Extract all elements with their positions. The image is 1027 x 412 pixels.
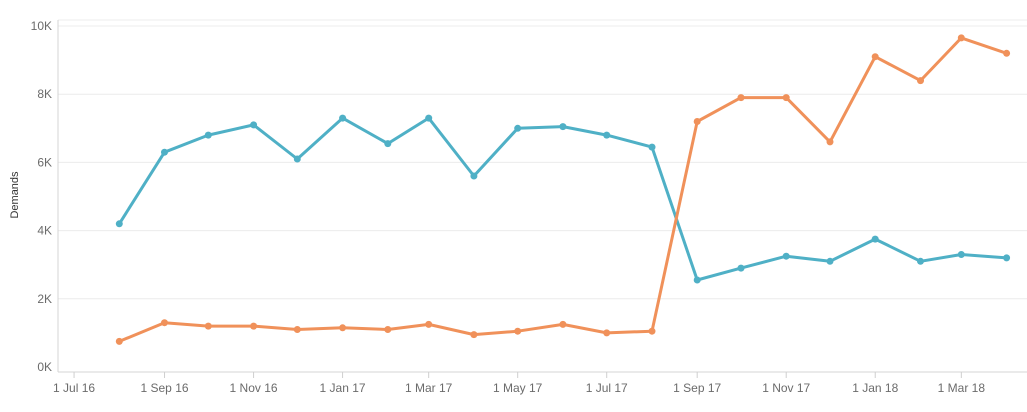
x-tick-label: 1 Mar 18 xyxy=(938,381,986,395)
series-1-point xyxy=(737,264,745,272)
x-tick-label: 1 Jul 16 xyxy=(53,381,95,395)
series-1-point xyxy=(782,252,790,260)
series-1-point xyxy=(425,114,433,122)
series-2-point xyxy=(204,322,212,330)
series-1-point xyxy=(559,123,567,131)
series-2-point xyxy=(293,326,301,333)
series-1-point xyxy=(957,251,965,258)
series-1-point xyxy=(339,114,347,122)
x-tick-label: 1 Nov 16 xyxy=(230,381,278,395)
series-2-point xyxy=(161,319,168,327)
series-1-point xyxy=(871,235,879,243)
series-layer xyxy=(115,34,1011,345)
series-1-point xyxy=(115,220,123,228)
x-tick-label: 1 Jul 17 xyxy=(586,381,628,395)
y-tick-label: 4K xyxy=(37,224,52,238)
series-1-line xyxy=(117,116,1009,282)
series-1-point xyxy=(384,140,392,148)
series-2-line xyxy=(117,36,1009,343)
series-2-point xyxy=(250,322,258,330)
series-1-point xyxy=(250,121,258,129)
series-2-point xyxy=(384,326,392,333)
series-1-point xyxy=(293,155,301,163)
x-tick-label: 1 Sep 17 xyxy=(673,381,721,395)
series-2-point xyxy=(1003,49,1011,57)
x-tick-label: 1 Jan 17 xyxy=(320,381,366,395)
series-1-point xyxy=(693,276,701,284)
series-2-point xyxy=(737,94,745,102)
y-tick-label: 8K xyxy=(37,87,52,101)
series-1-point xyxy=(514,124,522,132)
series-2-point xyxy=(425,320,433,328)
series-2-point xyxy=(514,327,522,335)
y-tick-label: 0K xyxy=(37,360,52,374)
series-1-point xyxy=(1003,254,1011,262)
y-tick-label: 2K xyxy=(37,292,52,306)
axes: 0K 2K 4K 6K 8K 10K 1 Jul 16 1 Sep 16 1 Nov 16 1 J… xyxy=(31,19,1027,395)
y-tick-label: 6K xyxy=(37,155,52,169)
gridlines xyxy=(58,19,1027,300)
series-1-point xyxy=(648,143,656,151)
series-1-point xyxy=(826,257,834,265)
y-tick-label: 10K xyxy=(31,19,52,33)
series-2-point xyxy=(339,324,347,332)
series-2-point xyxy=(648,327,656,335)
x-tick-label: 1 Nov 17 xyxy=(762,381,810,395)
series-2-point xyxy=(917,77,924,85)
series-2-point xyxy=(693,118,701,125)
series-2-point xyxy=(826,138,834,146)
x-tick-label: 1 May 17 xyxy=(493,381,543,395)
x-tick-label: 1 Sep 16 xyxy=(141,381,189,395)
series-1-point xyxy=(204,131,212,139)
series-2-point xyxy=(603,329,611,337)
series-2-point xyxy=(957,34,965,42)
series-2-point xyxy=(871,53,879,61)
series-2-point xyxy=(115,337,123,345)
series-1-point xyxy=(161,148,168,156)
series-2-point xyxy=(782,94,790,102)
x-tick-label: 1 Jan 18 xyxy=(852,381,898,395)
y-axis-title: Demands xyxy=(9,171,21,219)
series-2-point xyxy=(470,331,478,339)
series-2-point xyxy=(559,320,567,328)
series-1-point xyxy=(603,131,611,139)
x-tick-label: 1 Mar 17 xyxy=(405,381,453,395)
series-1-point xyxy=(917,257,924,265)
series-1-point xyxy=(470,172,478,180)
